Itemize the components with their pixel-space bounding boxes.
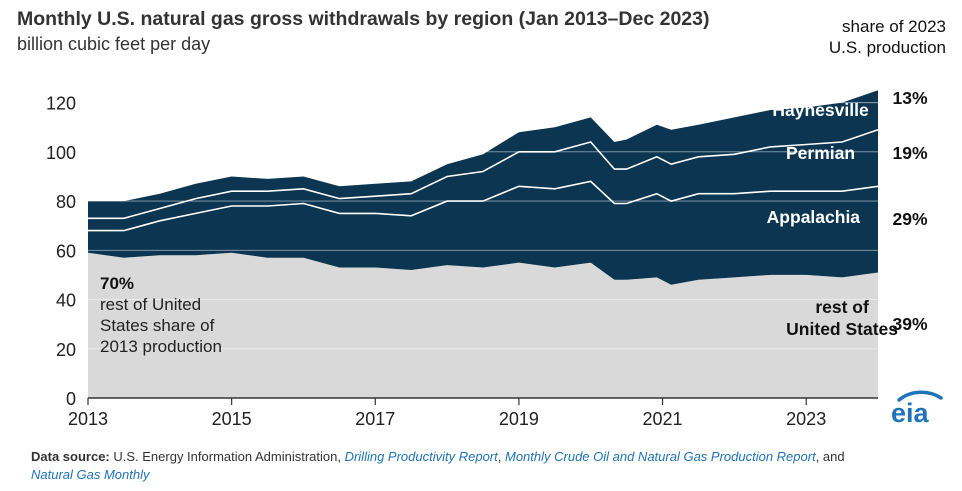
annotation-percent: 70%	[100, 274, 134, 293]
area-appalachia	[88, 181, 878, 285]
series-label-line: Haynesville	[772, 100, 869, 120]
y-tick-label: 40	[56, 291, 76, 311]
annotation-text-line: States share of	[100, 316, 215, 335]
share-value-appalachia: 29%	[892, 209, 927, 229]
eia-logo-icon: eia	[891, 390, 943, 428]
x-tick-label: 2015	[212, 409, 252, 429]
y-tick-label: 0	[66, 389, 76, 409]
area-permian	[88, 129, 878, 231]
source-link-drilling-productivity-report[interactable]: Drilling Productivity Report	[344, 449, 498, 464]
source-separator: ,	[497, 449, 505, 464]
series-label-line: United States	[786, 319, 898, 339]
series-label-haynesville: Haynesville	[772, 100, 869, 120]
source-link-monthly-crude-oil-report[interactable]: Monthly Crude Oil and Natural Gas Produc…	[504, 449, 816, 464]
annotation-text-line: 2013 production	[100, 337, 222, 356]
series-label-appalachia: Appalachia	[767, 207, 861, 227]
svg-text:eia: eia	[891, 398, 930, 428]
x-tick-label: 2013	[68, 409, 108, 429]
chart-subtitle: billion cubic feet per day	[17, 34, 211, 54]
area-haynesville	[88, 90, 878, 219]
y-tick-label: 100	[46, 143, 76, 163]
share-value-haynesville: 13%	[892, 88, 927, 108]
data-source: Data source: U.S. Energy Information Adm…	[31, 448, 931, 484]
series-label-permian: Permian	[786, 143, 855, 163]
source-link-natural-gas-monthly[interactable]: Natural Gas Monthly	[31, 467, 150, 482]
share-heading: share of 2023 U.S. production	[828, 17, 946, 57]
series-label-line: rest of	[815, 297, 869, 317]
source-label: Data source:	[31, 449, 110, 464]
series-boundary-line	[88, 128, 879, 220]
series-label-line: Permian	[786, 143, 855, 163]
x-tick-label: 2019	[499, 409, 539, 429]
y-tick-label: 20	[56, 340, 76, 360]
x-tick-label: 2023	[786, 409, 826, 429]
y-tick-label: 120	[46, 94, 76, 114]
chart-title: Monthly U.S. natural gas gross withdrawa…	[17, 8, 710, 30]
y-tick-label: 80	[56, 192, 76, 212]
share-value-permian: 19%	[892, 143, 927, 163]
area-rest-of-united-states	[88, 252, 878, 398]
series-label-line: Appalachia	[767, 207, 861, 227]
series-boundary-line	[88, 180, 879, 232]
x-tick-label: 2021	[643, 409, 683, 429]
source-separator: , and	[815, 449, 845, 464]
source-text: U.S. Energy Information Administration,	[109, 449, 345, 464]
share-value-rest-of-united-states: 39%	[892, 314, 927, 334]
annotation-text-line: rest of United	[100, 295, 201, 314]
y-tick-label: 60	[56, 241, 76, 261]
x-tick-label: 2017	[355, 409, 395, 429]
series-label-rest-of-united-states: rest of United States	[786, 297, 898, 339]
